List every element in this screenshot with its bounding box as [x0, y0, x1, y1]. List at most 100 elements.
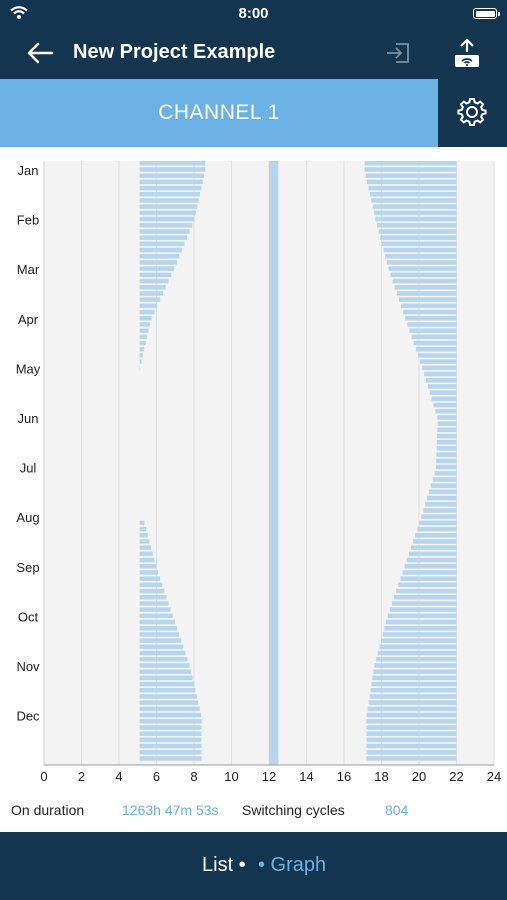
schedule-bar — [434, 471, 457, 476]
schedule-bar — [377, 650, 457, 656]
schedule-bar — [139, 526, 147, 532]
schedule-bar — [376, 657, 457, 662]
schedule-bar — [139, 719, 202, 724]
schedule-bar — [139, 669, 192, 674]
x-tick-label: 14 — [299, 769, 313, 784]
schedule-bar — [385, 254, 457, 259]
schedule-bar — [437, 415, 457, 420]
schedule-bar — [139, 192, 201, 197]
schedule-bar — [139, 756, 202, 761]
schedule-bar — [424, 371, 457, 377]
x-axis-ticks: 0 2 4 6 8 10 12 14 16 18 20 22 24 — [40, 161, 501, 784]
schedule-bar — [384, 626, 457, 631]
on-duration-value: 1263h 47m 53s — [122, 802, 219, 818]
schedule-bar — [394, 595, 457, 600]
month-label: Oct — [18, 609, 39, 624]
schedule-bar — [390, 272, 457, 278]
schedule-bar — [139, 582, 163, 588]
schedule-bar — [366, 743, 457, 749]
schedule-bar — [139, 340, 146, 346]
schedule-bar — [423, 508, 457, 513]
schedule-bar — [396, 588, 457, 594]
schedule-bar — [417, 526, 457, 532]
schedule-bar — [371, 198, 457, 203]
back-arrow-icon[interactable] — [24, 39, 56, 67]
schedule-bar — [139, 185, 202, 191]
x-tick-label: 0 — [40, 769, 47, 784]
schedule-bar — [139, 241, 185, 247]
x-tick-label: 16 — [337, 769, 351, 784]
schedule-bar — [429, 390, 457, 395]
schedule-bar — [417, 353, 457, 358]
page-title: New Project Example — [73, 41, 276, 63]
schedule-bar — [139, 737, 202, 743]
x-tick-label: 18 — [374, 769, 388, 784]
schedule-bar — [398, 297, 457, 302]
schedule-bar — [372, 204, 457, 209]
schedule-bar — [139, 613, 173, 619]
schedule-bar — [419, 520, 457, 526]
schedule-bar — [366, 712, 457, 718]
schedule-bar — [139, 533, 148, 538]
month-labels: Jan Feb Mar Apr May Jun Jul Aug Sep Oct Nov Dec — [16, 163, 41, 724]
on-duration-label: On duration — [11, 802, 85, 818]
schedule-bar — [388, 266, 457, 271]
x-tick-label: 24 — [487, 769, 501, 784]
schedule-bar — [427, 495, 457, 501]
schedule-bar — [139, 712, 202, 718]
schedule-bar — [139, 198, 199, 203]
schedule-bar — [139, 167, 206, 172]
schedule-bar — [428, 489, 457, 495]
schedule-bar — [425, 378, 457, 383]
schedule-bar — [413, 340, 457, 346]
schedule-bar — [139, 179, 203, 185]
schedule-bar — [366, 731, 457, 736]
schedule-bar — [139, 595, 167, 600]
schedule-bar — [139, 297, 161, 302]
schedule-bar — [139, 675, 193, 681]
schedule-bar — [430, 483, 457, 488]
continuous-bar — [269, 161, 279, 765]
schedule-bar — [403, 309, 457, 315]
schedule-bar — [415, 347, 457, 352]
export-icon[interactable] — [452, 37, 482, 69]
schedule-bar — [377, 223, 457, 228]
switching-cycles-label: Switching cycles — [242, 802, 345, 818]
month-label: Jan — [18, 163, 39, 178]
schedule-bar — [372, 675, 457, 681]
schedule-bar — [139, 322, 150, 327]
schedule-bars — [139, 161, 457, 765]
schedule-bar — [139, 204, 198, 209]
import-icon[interactable] — [385, 41, 411, 65]
schedule-bar — [139, 638, 182, 643]
tab-graph[interactable]: • Graph — [258, 854, 327, 876]
status-time: 8:00 — [238, 5, 269, 22]
schedule-bar — [411, 334, 457, 340]
schedule-bar — [139, 260, 177, 265]
schedule-bar — [139, 663, 190, 668]
schedule-bar — [367, 706, 457, 712]
schedule-bar — [437, 421, 457, 426]
schedule-bar — [139, 309, 155, 315]
schedule-bar — [139, 644, 184, 650]
x-tick-label: 2 — [78, 769, 85, 784]
schedule-bar — [386, 260, 457, 265]
schedule-bar — [139, 272, 172, 278]
schedule-bar — [396, 291, 457, 296]
schedule-bar — [366, 756, 457, 761]
tab-list[interactable]: List • — [202, 854, 246, 876]
x-tick-label: 10 — [224, 769, 238, 784]
schedule-bar — [404, 564, 457, 569]
schedule-bar — [391, 601, 457, 606]
nav-bar: New Project Example — [0, 27, 507, 79]
gear-icon — [457, 98, 487, 126]
schedule-bar — [400, 576, 457, 581]
stats-row: On duration 1263h 47m 53s Switching cycl… — [0, 800, 507, 820]
settings-button[interactable] — [438, 79, 507, 147]
schedule-bar — [389, 607, 457, 612]
schedule-bar — [139, 254, 180, 259]
schedule-bar — [379, 644, 457, 650]
x-tick-label: 12 — [262, 769, 276, 784]
schedule-bar — [385, 619, 457, 625]
